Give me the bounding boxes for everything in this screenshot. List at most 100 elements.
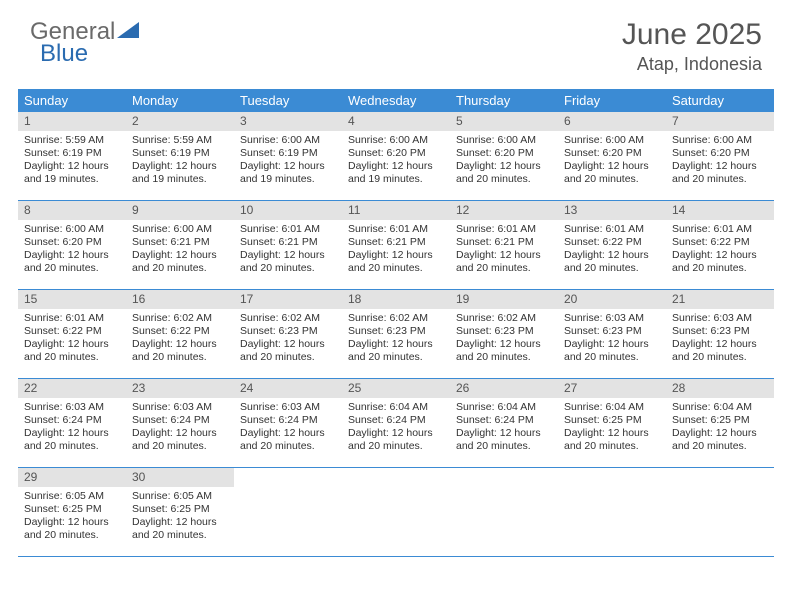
day-body: Sunrise: 6:02 AMSunset: 6:22 PMDaylight:… bbox=[126, 309, 234, 371]
day-body: Sunrise: 6:03 AMSunset: 6:24 PMDaylight:… bbox=[234, 398, 342, 460]
day-body: Sunrise: 6:04 AMSunset: 6:24 PMDaylight:… bbox=[342, 398, 450, 460]
sunrise-line: Sunrise: 6:03 AM bbox=[132, 401, 228, 414]
day-number: 26 bbox=[450, 379, 558, 398]
sunset-line: Sunset: 6:19 PM bbox=[240, 147, 336, 160]
day-body: Sunrise: 6:04 AMSunset: 6:25 PMDaylight:… bbox=[666, 398, 774, 460]
day-body: Sunrise: 6:03 AMSunset: 6:24 PMDaylight:… bbox=[18, 398, 126, 460]
calendar-day: 19Sunrise: 6:02 AMSunset: 6:23 PMDayligh… bbox=[450, 290, 558, 378]
sunset-line: Sunset: 6:20 PM bbox=[456, 147, 552, 160]
day-body: Sunrise: 6:01 AMSunset: 6:21 PMDaylight:… bbox=[234, 220, 342, 282]
day-number: 18 bbox=[342, 290, 450, 309]
calendar-day: 9Sunrise: 6:00 AMSunset: 6:21 PMDaylight… bbox=[126, 201, 234, 289]
day-body: Sunrise: 6:00 AMSunset: 6:20 PMDaylight:… bbox=[558, 131, 666, 193]
day-number: 6 bbox=[558, 112, 666, 131]
day-body: Sunrise: 6:03 AMSunset: 6:24 PMDaylight:… bbox=[126, 398, 234, 460]
day-body: Sunrise: 6:02 AMSunset: 6:23 PMDaylight:… bbox=[234, 309, 342, 371]
day-body: Sunrise: 6:03 AMSunset: 6:23 PMDaylight:… bbox=[558, 309, 666, 371]
calendar-day: 29Sunrise: 6:05 AMSunset: 6:25 PMDayligh… bbox=[18, 468, 126, 556]
calendar-day: 12Sunrise: 6:01 AMSunset: 6:21 PMDayligh… bbox=[450, 201, 558, 289]
sunset-line: Sunset: 6:22 PM bbox=[672, 236, 768, 249]
day-number: 4 bbox=[342, 112, 450, 131]
sunset-line: Sunset: 6:19 PM bbox=[24, 147, 120, 160]
sunrise-line: Sunrise: 6:04 AM bbox=[672, 401, 768, 414]
day-body: Sunrise: 6:02 AMSunset: 6:23 PMDaylight:… bbox=[342, 309, 450, 371]
sunrise-line: Sunrise: 6:00 AM bbox=[456, 134, 552, 147]
calendar-week: 29Sunrise: 6:05 AMSunset: 6:25 PMDayligh… bbox=[18, 468, 774, 557]
calendar-day: 25Sunrise: 6:04 AMSunset: 6:24 PMDayligh… bbox=[342, 379, 450, 467]
calendar-day: 17Sunrise: 6:02 AMSunset: 6:23 PMDayligh… bbox=[234, 290, 342, 378]
calendar-day: 27Sunrise: 6:04 AMSunset: 6:25 PMDayligh… bbox=[558, 379, 666, 467]
daylight-line: Daylight: 12 hours and 20 minutes. bbox=[456, 427, 552, 453]
page-header: General Blue June 2025 Atap, Indonesia bbox=[0, 0, 792, 83]
day-number: 23 bbox=[126, 379, 234, 398]
sunrise-line: Sunrise: 6:01 AM bbox=[672, 223, 768, 236]
daylight-line: Daylight: 12 hours and 20 minutes. bbox=[132, 516, 228, 542]
sunset-line: Sunset: 6:23 PM bbox=[672, 325, 768, 338]
sunset-line: Sunset: 6:24 PM bbox=[24, 414, 120, 427]
day-number: 17 bbox=[234, 290, 342, 309]
sunrise-line: Sunrise: 6:05 AM bbox=[132, 490, 228, 503]
day-number: 16 bbox=[126, 290, 234, 309]
sunset-line: Sunset: 6:20 PM bbox=[564, 147, 660, 160]
day-body: Sunrise: 6:00 AMSunset: 6:20 PMDaylight:… bbox=[18, 220, 126, 282]
calendar-day: 2Sunrise: 5:59 AMSunset: 6:19 PMDaylight… bbox=[126, 112, 234, 200]
day-number: 10 bbox=[234, 201, 342, 220]
sunset-line: Sunset: 6:23 PM bbox=[240, 325, 336, 338]
weekday-header-row: SundayMondayTuesdayWednesdayThursdayFrid… bbox=[18, 89, 774, 112]
day-number: 29 bbox=[18, 468, 126, 487]
sunrise-line: Sunrise: 5:59 AM bbox=[132, 134, 228, 147]
day-number: 28 bbox=[666, 379, 774, 398]
sunrise-line: Sunrise: 6:00 AM bbox=[240, 134, 336, 147]
calendar-day bbox=[450, 468, 558, 556]
sunset-line: Sunset: 6:21 PM bbox=[348, 236, 444, 249]
sunrise-line: Sunrise: 6:00 AM bbox=[24, 223, 120, 236]
sunset-line: Sunset: 6:23 PM bbox=[564, 325, 660, 338]
calendar: SundayMondayTuesdayWednesdayThursdayFrid… bbox=[18, 89, 774, 557]
day-body: Sunrise: 5:59 AMSunset: 6:19 PMDaylight:… bbox=[18, 131, 126, 193]
day-number: 1 bbox=[18, 112, 126, 131]
day-number-empty bbox=[342, 468, 450, 487]
day-body: Sunrise: 6:01 AMSunset: 6:22 PMDaylight:… bbox=[18, 309, 126, 371]
day-body: Sunrise: 6:05 AMSunset: 6:25 PMDaylight:… bbox=[126, 487, 234, 549]
day-body: Sunrise: 6:05 AMSunset: 6:25 PMDaylight:… bbox=[18, 487, 126, 549]
calendar-day: 11Sunrise: 6:01 AMSunset: 6:21 PMDayligh… bbox=[342, 201, 450, 289]
daylight-line: Daylight: 12 hours and 20 minutes. bbox=[456, 338, 552, 364]
sunset-line: Sunset: 6:23 PM bbox=[456, 325, 552, 338]
calendar-day: 7Sunrise: 6:00 AMSunset: 6:20 PMDaylight… bbox=[666, 112, 774, 200]
daylight-line: Daylight: 12 hours and 20 minutes. bbox=[348, 249, 444, 275]
day-body: Sunrise: 6:04 AMSunset: 6:25 PMDaylight:… bbox=[558, 398, 666, 460]
sunset-line: Sunset: 6:25 PM bbox=[132, 503, 228, 516]
day-number-empty bbox=[558, 468, 666, 487]
day-number-empty bbox=[234, 468, 342, 487]
sunrise-line: Sunrise: 6:01 AM bbox=[456, 223, 552, 236]
calendar-week: 15Sunrise: 6:01 AMSunset: 6:22 PMDayligh… bbox=[18, 290, 774, 379]
sunrise-line: Sunrise: 5:59 AM bbox=[24, 134, 120, 147]
calendar-day: 15Sunrise: 6:01 AMSunset: 6:22 PMDayligh… bbox=[18, 290, 126, 378]
sunrise-line: Sunrise: 6:02 AM bbox=[456, 312, 552, 325]
sunset-line: Sunset: 6:21 PM bbox=[456, 236, 552, 249]
day-number: 3 bbox=[234, 112, 342, 131]
day-body: Sunrise: 6:01 AMSunset: 6:22 PMDaylight:… bbox=[666, 220, 774, 282]
daylight-line: Daylight: 12 hours and 20 minutes. bbox=[240, 249, 336, 275]
day-body: Sunrise: 6:00 AMSunset: 6:20 PMDaylight:… bbox=[450, 131, 558, 193]
calendar-day bbox=[234, 468, 342, 556]
calendar-day: 14Sunrise: 6:01 AMSunset: 6:22 PMDayligh… bbox=[666, 201, 774, 289]
sunset-line: Sunset: 6:20 PM bbox=[24, 236, 120, 249]
weekday-header: Friday bbox=[558, 89, 666, 112]
sunset-line: Sunset: 6:21 PM bbox=[240, 236, 336, 249]
day-body: Sunrise: 6:00 AMSunset: 6:19 PMDaylight:… bbox=[234, 131, 342, 193]
daylight-line: Daylight: 12 hours and 20 minutes. bbox=[132, 338, 228, 364]
daylight-line: Daylight: 12 hours and 20 minutes. bbox=[672, 249, 768, 275]
calendar-day: 28Sunrise: 6:04 AMSunset: 6:25 PMDayligh… bbox=[666, 379, 774, 467]
sunrise-line: Sunrise: 6:01 AM bbox=[24, 312, 120, 325]
sunset-line: Sunset: 6:24 PM bbox=[240, 414, 336, 427]
day-body: Sunrise: 6:04 AMSunset: 6:24 PMDaylight:… bbox=[450, 398, 558, 460]
sunrise-line: Sunrise: 6:04 AM bbox=[564, 401, 660, 414]
sunrise-line: Sunrise: 6:01 AM bbox=[240, 223, 336, 236]
day-number: 15 bbox=[18, 290, 126, 309]
daylight-line: Daylight: 12 hours and 19 minutes. bbox=[132, 160, 228, 186]
calendar-day: 5Sunrise: 6:00 AMSunset: 6:20 PMDaylight… bbox=[450, 112, 558, 200]
day-number: 21 bbox=[666, 290, 774, 309]
day-body: Sunrise: 5:59 AMSunset: 6:19 PMDaylight:… bbox=[126, 131, 234, 193]
sunrise-line: Sunrise: 6:03 AM bbox=[564, 312, 660, 325]
